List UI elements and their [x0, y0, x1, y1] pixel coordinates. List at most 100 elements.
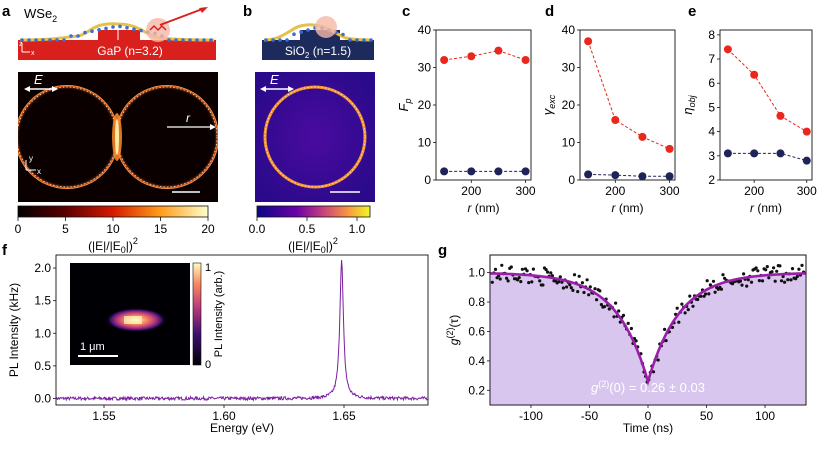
y-tick-label: 20 [562, 98, 576, 112]
g2-data-point [663, 327, 667, 331]
g2-data-point [770, 270, 774, 274]
g2-fit-curve [490, 272, 806, 387]
g2-data-point [686, 308, 690, 312]
x-axis-label: Energy (eV) [210, 421, 274, 435]
chart-g2-correlation: -100 -50 0 50 100 0.2 0.4 0.6 0.8 1.0 Time (ns) g(2… [445, 254, 807, 435]
chart-purcell-factor: 200 300 0 10 20 30 40 r (nm) Fp [396, 23, 536, 215]
colorbar-tick-label: 20 [201, 222, 215, 236]
y-tick-label: 3 [708, 149, 715, 163]
field-map-sio2 [255, 72, 375, 202]
data-point-gap [638, 132, 647, 141]
lattice-atom [188, 38, 192, 42]
data-point-gap [611, 116, 620, 124]
panel-letter-a: a [2, 3, 11, 20]
sio2-substrate-label: SiO2 (n=1.5) [285, 44, 351, 60]
x-axis-label: r (nm) [467, 201, 499, 215]
g2-data-point [773, 279, 777, 283]
g2-data-point [558, 275, 562, 279]
g2-data-point [664, 339, 668, 343]
data-point-gap [440, 56, 449, 64]
axes-frame [55, 254, 429, 406]
g2-data-point [593, 287, 597, 291]
data-point-gap [723, 45, 732, 54]
g2-data-point [568, 283, 572, 287]
g2-data-point [550, 274, 555, 278]
data-point-sio2 [638, 172, 647, 181]
lattice-atom [104, 26, 108, 31]
x-tick-label: 1.65 [332, 409, 356, 423]
panel-letter-c: c [402, 3, 410, 20]
inset-colorbar-label: PL Intensity (arb.) [213, 271, 225, 357]
g2-data-point [629, 326, 634, 331]
data-point-gap [494, 46, 503, 55]
colorbar-tick-label: 0.0 [249, 222, 266, 236]
g2-data-point [530, 280, 534, 284]
g2-data-point [506, 279, 510, 283]
y-tick-label: 10 [418, 136, 432, 150]
colorbar-a-ticks: 0 5 10 15 20 [15, 217, 215, 236]
g2-data-point [721, 273, 725, 277]
lattice-atom [369, 38, 373, 42]
emission-arrow [159, 7, 206, 26]
g2-data-point [756, 269, 760, 273]
y-axis-label: Fp [396, 99, 413, 112]
x-tick-label: -100 [519, 409, 543, 423]
wse2-label: WSe [24, 6, 52, 21]
g2-data-point [783, 280, 787, 284]
lattice-atom [271, 38, 275, 42]
panel-letter-b: b [243, 3, 252, 20]
g2-data-point [607, 307, 611, 311]
g2-data-point [498, 277, 502, 281]
g2-data-point [675, 306, 679, 310]
y-tick-label: 1.0 [468, 266, 485, 280]
g2-data-point [794, 277, 798, 281]
chart-pl-spectrum: 1.55 1.60 1.65 0.0 0.5 1.0 1.5 2.0 Energy (eV) PL… [7, 254, 429, 435]
g2-data-point [691, 304, 695, 308]
y-tick-label: 0 [568, 173, 575, 187]
x-tick-label: 200 [461, 184, 481, 198]
panel-letter-d: d [545, 3, 554, 20]
data-point-gap [467, 52, 476, 61]
data-point-gap [776, 111, 785, 120]
g2-data-point [626, 321, 630, 325]
g2-data-point [582, 290, 586, 295]
x-tick-label: 300 [516, 184, 536, 198]
g2-data-point [602, 305, 607, 309]
lattice-atom [341, 32, 345, 37]
y-tick-label: 30 [418, 61, 432, 75]
axes-frame [435, 29, 532, 181]
g2-data-point [595, 298, 599, 302]
g2-data-point [757, 279, 762, 283]
panel-a: a WSe2 GaP (n=3.2) z x E [2, 3, 218, 255]
g2-data-point [617, 309, 621, 313]
y-tick-label: 4 [708, 125, 715, 139]
data-point-sio2 [750, 149, 759, 158]
svg-text:z: z [19, 41, 23, 48]
series-line-gap [587, 41, 670, 150]
panel-letter-g: g [438, 242, 447, 259]
y-tick-label: 1.5 [34, 294, 51, 308]
lattice-atom [209, 38, 213, 42]
radius-label: r [186, 111, 191, 125]
lattice-atom [181, 38, 185, 42]
data-point-sio2 [802, 156, 811, 165]
g2-data-point [705, 279, 709, 283]
colorbar-tick-label: 1.0 [349, 222, 366, 236]
data-point-sio2 [665, 172, 674, 181]
g2-data-point [797, 267, 801, 271]
g2-data-point [587, 293, 591, 297]
g2-data-point [531, 267, 536, 271]
y-tick-label: 0.0 [34, 391, 51, 405]
g2-data-point [713, 290, 717, 294]
x-tick-label: 0 [645, 409, 652, 423]
g2-annotation: g(2)(0) = 0.26 ± 0.03 [591, 379, 705, 395]
x-tick-label: 300 [797, 184, 817, 198]
y-tick-label: 40 [562, 23, 576, 37]
y-tick-label: 7 [708, 52, 715, 66]
g2-data-point [569, 286, 573, 290]
data-point-sio2 [494, 167, 503, 176]
g2-data-point [577, 274, 581, 278]
data-point-sio2 [521, 167, 530, 176]
lattice-atom [306, 28, 310, 32]
lattice-atom [355, 38, 359, 42]
